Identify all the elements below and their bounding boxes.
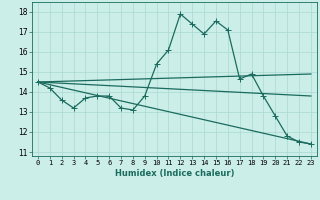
X-axis label: Humidex (Indice chaleur): Humidex (Indice chaleur): [115, 169, 234, 178]
